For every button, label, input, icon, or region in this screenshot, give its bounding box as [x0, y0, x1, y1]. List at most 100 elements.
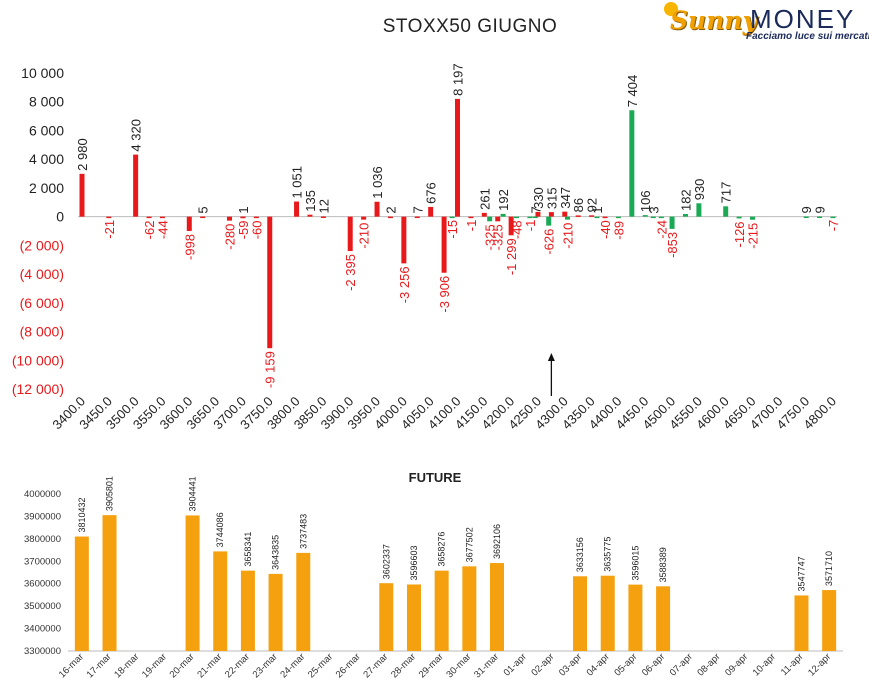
bar: [213, 551, 228, 651]
data-label: 3677502: [464, 527, 474, 562]
data-label: 1: [236, 206, 251, 213]
y-tick-label: 0: [56, 209, 64, 225]
x-tick-label: 01-apr: [502, 651, 529, 678]
x-tick-label: 19-mar: [140, 651, 169, 680]
data-label: -3 906: [437, 276, 452, 313]
data-label: 92: [585, 198, 600, 212]
bar: [589, 215, 595, 217]
y-tick-label: 3800000: [24, 534, 61, 545]
data-label: 261: [477, 188, 492, 210]
data-label: 3571710: [824, 551, 834, 586]
data-label: 2: [383, 206, 398, 213]
y-tick-label: 3600000: [24, 579, 61, 590]
bar: [594, 216, 600, 219]
bar: [133, 154, 139, 217]
data-label: -626: [542, 229, 557, 255]
data-label: 3905801: [105, 476, 115, 511]
data-label: 717: [719, 182, 734, 204]
bar: [307, 214, 313, 217]
data-label: 7 404: [625, 75, 640, 108]
future-chart-title: FUTURE: [408, 470, 462, 485]
x-tick-label: 07-apr: [668, 651, 695, 678]
y-tick-label: (2 000): [20, 237, 64, 253]
data-label: -998: [182, 234, 197, 260]
bar: [268, 573, 283, 651]
data-label: 3596603: [409, 545, 419, 580]
bar: [159, 216, 165, 219]
data-label: 330: [531, 187, 546, 209]
bar: [240, 570, 255, 651]
logo-script: Sunny: [670, 6, 758, 35]
data-label: 3596015: [630, 546, 640, 581]
data-label: -1 299: [504, 238, 519, 275]
data-label: 3658341: [243, 532, 253, 567]
bar: [387, 216, 393, 219]
data-label: 1 036: [370, 166, 385, 199]
y-tick-label: 4 000: [29, 151, 64, 167]
bar: [186, 216, 192, 231]
data-label: 1: [590, 206, 605, 213]
x-tick-label: 31-mar: [472, 651, 501, 680]
data-label: 3737483: [298, 514, 308, 549]
bar: [495, 216, 501, 222]
data-label: 347: [558, 187, 573, 209]
bar: [296, 552, 311, 651]
data-label: -325: [483, 224, 498, 250]
bar: [817, 216, 823, 219]
data-label: 930: [692, 179, 707, 201]
bar: [794, 595, 809, 651]
data-label: 12: [316, 199, 331, 213]
x-tick-label: 20-mar: [168, 651, 197, 680]
bar: [449, 216, 455, 219]
x-tick-label: 25-mar: [306, 651, 335, 680]
bar: [347, 216, 353, 252]
x-tick-label: 16-mar: [57, 651, 86, 680]
data-label: -48: [510, 220, 525, 239]
bar: [406, 584, 421, 651]
bar: [822, 590, 837, 651]
sun-icon: [664, 2, 678, 16]
bar: [374, 201, 380, 217]
bar: [500, 213, 506, 217]
bar: [146, 216, 152, 219]
data-label: 182: [678, 189, 693, 211]
data-label: -2 395: [343, 254, 358, 291]
bar: [267, 216, 273, 349]
data-label: -60: [249, 220, 264, 239]
y-tick-label: (6 000): [20, 295, 64, 311]
data-label: -7: [826, 220, 841, 232]
y-tick-label: 6 000: [29, 122, 64, 138]
stoxx50-open-interest-chart: 10 000 8 000 6 000 4 000 2 000 0 (2 000) (4 000…: [12, 63, 841, 432]
bar: [650, 216, 656, 219]
x-tick-label: 09-apr: [723, 651, 750, 678]
bar: [615, 216, 621, 219]
bar: [481, 212, 487, 217]
bar: [696, 203, 702, 217]
bar: [106, 216, 112, 219]
bar: [468, 216, 474, 219]
data-label: 3643835: [271, 535, 281, 570]
bar: [379, 583, 394, 651]
x-tick-label: 08-apr: [695, 651, 722, 678]
bar: [462, 566, 477, 651]
x-tick-label: 12-apr: [806, 651, 833, 678]
bar: [736, 216, 742, 219]
bar: [682, 214, 688, 217]
y-tick-label: 4000000: [24, 489, 61, 500]
data-label: 3602337: [381, 544, 391, 579]
data-label: 3588389: [658, 547, 668, 582]
x-tick-label: 26-mar: [334, 651, 363, 680]
data-label: 676: [424, 182, 439, 204]
bar: [508, 216, 514, 236]
bar: [102, 515, 117, 651]
y-tick-label: (4 000): [20, 266, 64, 282]
data-label: 5: [196, 206, 211, 213]
x-tick-label: 23-mar: [251, 651, 280, 680]
x-tick-label: 21-mar: [195, 651, 224, 680]
y-tick-label: (8 000): [20, 324, 64, 340]
y-tick-label: 3700000: [24, 556, 61, 567]
data-label: -280: [223, 224, 238, 250]
bar: [669, 216, 675, 229]
data-label: -210: [357, 223, 372, 249]
x-tick-label: 18-mar: [112, 651, 141, 680]
